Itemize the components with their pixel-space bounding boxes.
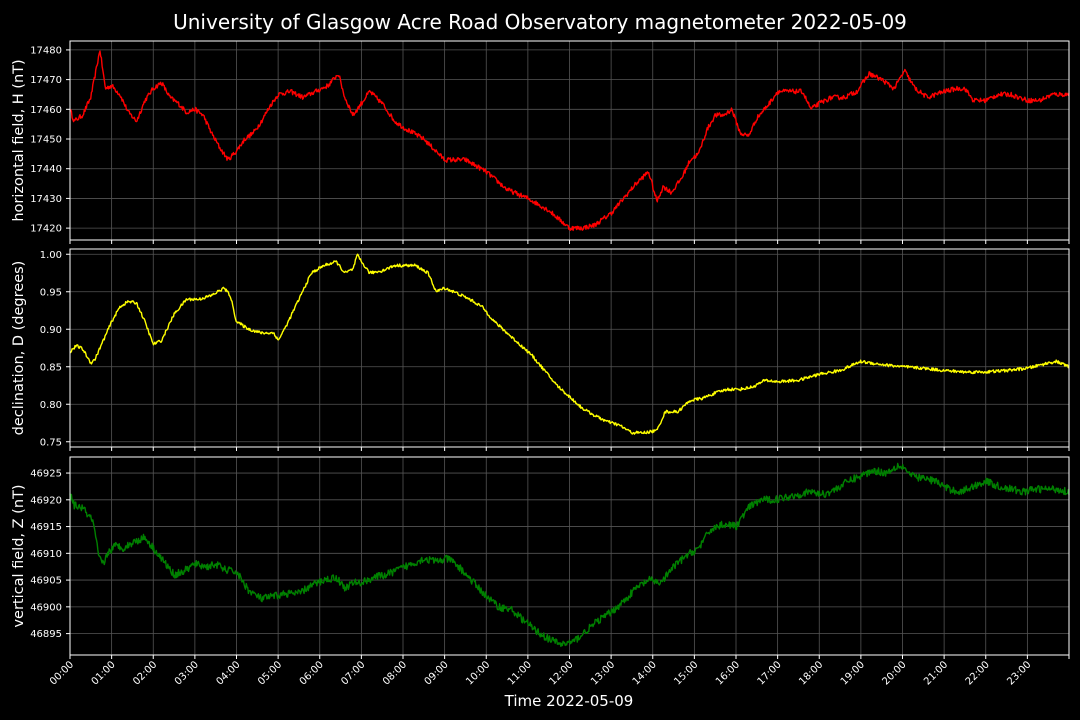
y-tick-label: 17440 <box>30 164 62 175</box>
y-tick-label: 46910 <box>30 549 62 560</box>
y-tick-label: 17450 <box>30 135 62 146</box>
y-tick-label: 46895 <box>30 629 62 640</box>
panel-1: 17420 17430 17440 17450 17460 17470 17480horiz… <box>11 40 1070 244</box>
panel-2: 0.75 0.80 0.85 0.90 0.95 1.00 declination, D (… <box>11 248 1070 451</box>
y-tick-label: 0.75 <box>40 437 62 448</box>
y-tick-label: 0.80 <box>40 400 62 411</box>
panel-frame <box>69 40 1070 241</box>
panel-3: 46895 46900 46905 46910 46915 46920 46925verti… <box>11 456 1070 659</box>
series-line-2 <box>69 253 1070 435</box>
x-axis-label: Time 2022-05-09 <box>504 692 634 710</box>
y-tick-label: 46925 <box>30 469 62 480</box>
y-tick-label: 0.85 <box>40 362 62 373</box>
y-tick-label: 46900 <box>30 602 62 613</box>
y-axis-label: vertical field, Z (nT) <box>11 484 27 627</box>
series-line-3 <box>69 462 1070 648</box>
y-tick-label: 1.00 <box>40 250 62 261</box>
y-tick-label: 0.95 <box>40 287 62 298</box>
panel-frame <box>69 456 1070 656</box>
y-tick-label: 46905 <box>30 576 62 587</box>
y-tick-label: 17430 <box>30 194 62 205</box>
y-tick-label: 17460 <box>30 105 62 116</box>
y-axis-label: declination, D (degrees) <box>11 261 27 436</box>
y-tick-label: 17480 <box>30 45 62 56</box>
series-line-1 <box>69 50 1070 232</box>
chart-title: University of Glasgow Acre Road Observat… <box>173 10 907 34</box>
y-tick-label: 46915 <box>30 522 62 533</box>
panel-frame <box>69 248 1070 448</box>
y-tick-label: 0.90 <box>40 325 62 336</box>
y-axis-label: horizontal field, H (nT) <box>11 59 27 221</box>
y-tick-label: 46920 <box>30 495 62 506</box>
y-tick-label: 17420 <box>30 224 62 235</box>
y-tick-label: 17470 <box>30 75 62 86</box>
